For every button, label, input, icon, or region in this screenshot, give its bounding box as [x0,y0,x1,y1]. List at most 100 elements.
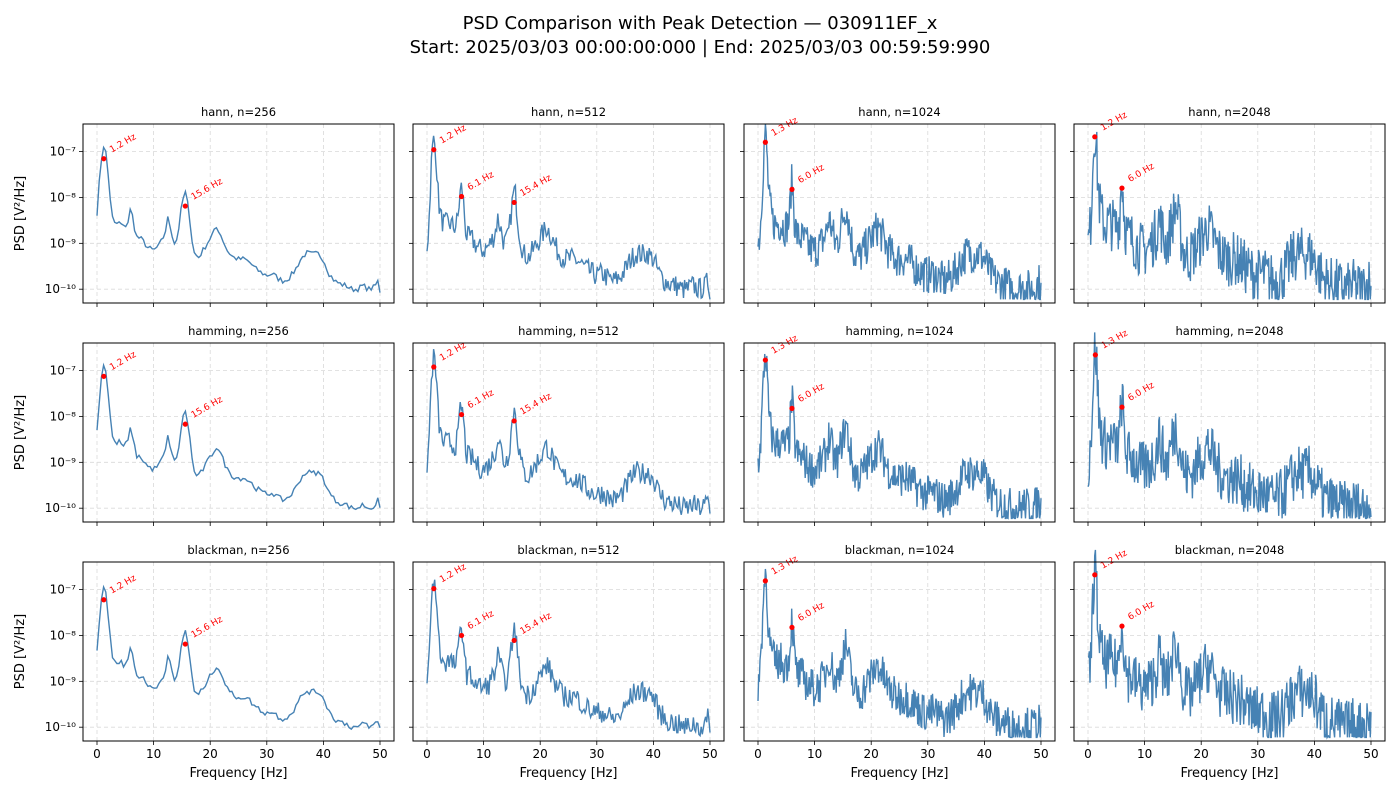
y-axis-label: PSD [V²/Hz] [13,395,28,470]
peak-marker [182,641,188,647]
y-tick-label: 10⁻¹⁰ [45,282,76,296]
peak-marker [789,624,795,630]
x-tick-label: 40 [316,747,331,761]
psd-line [1087,131,1372,301]
x-tick-label: 0 [423,747,431,761]
peak-label: 6.0 Hz [796,382,826,405]
x-tick-label: 30 [920,747,935,761]
x-tick-label: 20 [1194,747,1209,761]
psd-line [426,348,711,516]
panel-blackman-256: 1.2 Hz 15.6 Hz blackman, n=256 0 10 20 30 40 50 F… [13,543,395,781]
panel-title: hann, n=512 [531,105,606,119]
x-tick-label: 50 [1363,747,1378,761]
panel-hann-2048: 1.2 Hz 6.0 Hz hann, n=2048 [1070,105,1386,307]
psd-line [96,362,381,511]
peak-label: 1.3 Hz [770,334,800,357]
y-axis-label: PSD [V²/Hz] [13,176,28,251]
peak-marker [789,186,795,192]
panel-title: blackman, n=512 [517,543,619,557]
psd-line [96,584,381,731]
psd-line [426,579,711,738]
peak-marker [1119,185,1125,191]
figure-subtitle: Start: 2025/03/03 00:00:00:000 | End: 20… [409,37,991,58]
x-tick-label: 40 [1307,747,1322,761]
peak-marker [1092,134,1098,140]
x-tick-label: 50 [1033,747,1048,761]
peak-label: 15.4 Hz [519,392,554,418]
psd-line [757,124,1042,301]
x-tick-label: 30 [1250,747,1265,761]
panel-hamming-512: 1.2 Hz 6.1 Hz 15.4 Hz hamming, n=512 [409,324,725,526]
psd-line [426,135,711,300]
panel-title: hamming, n=256 [188,324,289,338]
panel-blackman-512: 1.2 Hz 6.1 Hz 15.4 Hz blackman, n=512 0 10 20 3… [409,543,725,781]
peak-marker [101,373,107,379]
peak-marker [762,578,768,584]
y-tick-label: 10⁻⁸ [50,628,77,642]
x-axis-label: Frequency [Hz] [1180,766,1278,781]
panel-hamming-1024: 1.3 Hz 6.0 Hz hamming, n=1024 [740,324,1056,526]
peak-label: 6.0 Hz [1126,600,1156,623]
peak-label: 6.0 Hz [1126,162,1156,185]
peak-marker [1092,572,1098,578]
peak-marker [431,586,437,592]
x-tick-label: 30 [259,747,274,761]
axes-frame [743,561,1056,742]
peak-label: 1.2 Hz [1099,548,1129,571]
axes-frame [1073,561,1386,742]
panel-title: blackman, n=2048 [1175,543,1285,557]
panel-title: hamming, n=2048 [1175,324,1283,338]
panel-hamming-2048: 1.3 Hz 6.0 Hz hamming, n=2048 [1070,324,1386,526]
axes-frame [82,123,395,304]
axes-frame [82,561,395,742]
x-tick-label: 40 [977,747,992,761]
peak-label: 1.2 Hz [438,340,468,363]
y-tick-label: 10⁻⁸ [50,409,77,423]
x-tick-label: 20 [203,747,218,761]
peak-marker [101,156,107,162]
psd-line [757,568,1042,739]
figure-title: PSD Comparison with Peak Detection — 030… [462,13,938,34]
axes-frame [743,123,1056,304]
y-axis-label: PSD [V²/Hz] [13,614,28,689]
axes-frame [743,342,1056,523]
x-tick-label: 50 [372,747,387,761]
x-tick-label: 50 [702,747,717,761]
peak-label: 1.3 Hz [1100,328,1130,351]
peak-label: 1.3 Hz [770,554,800,577]
peak-label: 15.4 Hz [519,611,554,637]
panel-title: hamming, n=512 [518,324,619,338]
y-tick-label: 10⁻¹⁰ [45,720,76,734]
peak-label: 6.0 Hz [796,163,826,186]
x-tick-label: 0 [1084,747,1092,761]
x-axis-label: Frequency [Hz] [519,766,617,781]
psd-line [757,353,1042,520]
axes-frame [412,123,725,304]
peak-marker [511,418,517,424]
peak-label: 15.6 Hz [190,615,225,641]
peak-label: 6.1 Hz [466,609,496,632]
psd-line [1087,332,1372,520]
y-tick-label: 10⁻⁷ [50,364,77,378]
panel-title: hamming, n=1024 [845,324,953,338]
peak-label: 6.1 Hz [466,170,496,193]
panel-title: hann, n=1024 [858,105,940,119]
axes-frame [412,561,725,742]
peak-marker [1119,404,1125,410]
x-tick-label: 0 [93,747,101,761]
peak-marker [458,411,465,418]
peak-marker [789,405,795,411]
peak-marker [431,147,437,153]
y-tick-label: 10⁻⁹ [50,674,77,688]
peak-label: 6.0 Hz [1126,381,1156,404]
panel-title: hann, n=256 [201,105,276,119]
axes-frame [82,342,395,523]
peak-marker [1119,623,1125,629]
peak-marker [511,199,517,206]
y-tick-label: 10⁻⁹ [50,236,77,250]
peak-marker [458,193,465,200]
peak-marker [1092,352,1098,358]
peak-marker [182,421,188,427]
peak-marker [182,203,188,209]
